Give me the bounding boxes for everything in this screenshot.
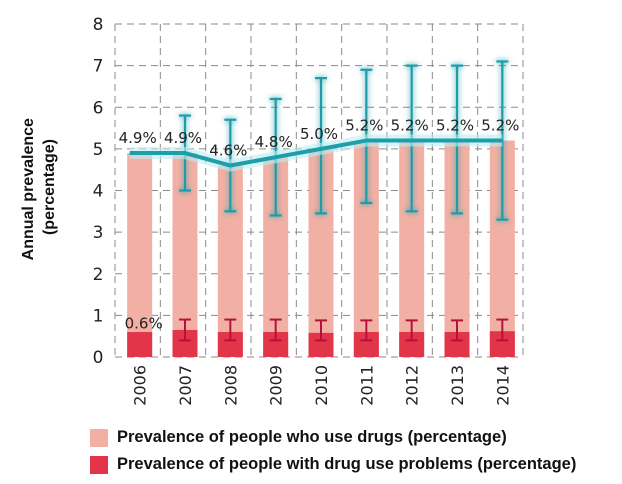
y-tick-label-1: 1 bbox=[93, 306, 104, 326]
legend-swatch-problems bbox=[90, 455, 108, 474]
legend-item-problems: Prevalence of people with drug use probl… bbox=[90, 451, 576, 478]
x-tick-label-2009: 2009 bbox=[267, 365, 286, 406]
bar-problems-2006 bbox=[127, 332, 153, 357]
error-bar-problems-2012 bbox=[405, 319, 418, 342]
data-label-2012: 5.2% bbox=[391, 117, 429, 135]
error-bar-problems-2013 bbox=[451, 319, 463, 342]
y-tick-label-6: 6 bbox=[93, 98, 104, 118]
data-label-2009: 4.8% bbox=[255, 133, 293, 151]
data-label-2010: 5.0% bbox=[300, 125, 338, 143]
y-tick-label-0: 0 bbox=[93, 348, 104, 368]
error-bar-problems-2009 bbox=[269, 318, 282, 342]
problem-error-bars bbox=[179, 318, 509, 342]
trend-line bbox=[129, 134, 503, 172]
y-tick-label-7: 7 bbox=[93, 57, 104, 77]
x-tick-label-2010: 2010 bbox=[312, 365, 331, 406]
x-tick-label-2007: 2007 bbox=[176, 365, 195, 406]
y-axis-title: Annual prevalence (percentage) bbox=[20, 114, 58, 261]
y-tick-label-2: 2 bbox=[93, 265, 104, 285]
x-tick-label-2012: 2012 bbox=[403, 365, 422, 406]
x-axis-labels: 2006 2007 2008 2009 2010 2011 2012 2013 2014 bbox=[131, 365, 513, 406]
x-tick-label-2014: 2014 bbox=[493, 365, 512, 406]
error-bar-problems-2008 bbox=[224, 318, 237, 342]
x-tick-label-2011: 2011 bbox=[357, 365, 376, 406]
data-label-2007: 4.9% bbox=[164, 129, 202, 147]
x-tick-label-2006: 2006 bbox=[131, 365, 150, 406]
y-axis-ticks: 0 1 2 3 4 5 6 7 8 bbox=[93, 15, 104, 368]
data-label-2006: 4.9% bbox=[119, 129, 157, 147]
legend-label-problems: Prevalence of people with drug use probl… bbox=[117, 455, 577, 473]
y-tick-label-3: 3 bbox=[93, 223, 104, 243]
y-tick-label-5: 5 bbox=[93, 140, 104, 160]
y-tick-label-4: 4 bbox=[93, 182, 104, 202]
x-tick-label-2013: 2013 bbox=[448, 365, 467, 406]
bars bbox=[127, 140, 515, 357]
error-bar-problems-2010 bbox=[315, 319, 327, 342]
legend-item-users: Prevalence of people who use drugs (perc… bbox=[90, 424, 576, 451]
chart: 0 1 2 3 4 5 6 7 8 4.9% 4.9% 4.6% 4.8% 5.0% 5.2% 5.2% 5.… bbox=[20, 15, 524, 406]
trend-line-path bbox=[129, 138, 503, 168]
error-bar-problems-2007 bbox=[179, 318, 191, 342]
y-tick-label-8: 8 bbox=[93, 15, 104, 35]
error-bar-problems-2011 bbox=[360, 319, 373, 342]
error-bar-problems-2014 bbox=[496, 318, 509, 342]
annotation-problems-2006: 0.6% bbox=[125, 314, 163, 332]
y-axis-title-line-2: (percentage) bbox=[41, 139, 58, 235]
legend-swatch-users bbox=[90, 428, 108, 447]
data-label-2008: 4.6% bbox=[209, 142, 247, 160]
bar-users-2006 bbox=[127, 153, 153, 357]
legend-label-users: Prevalence of people who use drugs (perc… bbox=[117, 428, 507, 446]
data-label-2014: 5.2% bbox=[481, 117, 519, 135]
legend: Prevalence of people who use drugs (perc… bbox=[90, 424, 576, 478]
data-labels: 4.9% 4.9% 4.6% 4.8% 5.0% 5.2% 5.2% 5.2% 5.2% 0.6% bbox=[119, 117, 520, 333]
x-tick-label-2008: 2008 bbox=[221, 365, 240, 406]
y-axis-title-line-1: Annual prevalence bbox=[20, 118, 37, 260]
data-label-2011: 5.2% bbox=[345, 117, 383, 135]
data-label-2013: 5.2% bbox=[436, 117, 474, 135]
